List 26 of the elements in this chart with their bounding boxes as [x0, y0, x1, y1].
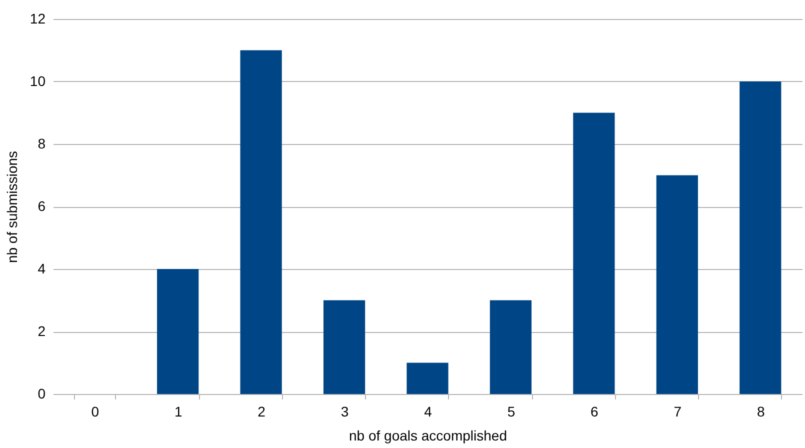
y-tick-label: 4: [38, 260, 46, 276]
x-tick-label: 4: [424, 404, 432, 420]
bar: [406, 362, 448, 394]
x-tick-label: 3: [340, 404, 349, 420]
y-tick-label: 12: [30, 10, 46, 26]
x-tick-label: 1: [174, 404, 182, 420]
y-tick-label: 6: [38, 198, 46, 214]
y-tick-label: 8: [38, 136, 46, 152]
x-axis-title: nb of goals accomplished: [349, 428, 507, 444]
bar: [240, 50, 282, 394]
bar: [490, 300, 532, 394]
bar: [740, 82, 782, 394]
bar: [157, 269, 199, 394]
x-tick-label: 5: [507, 404, 516, 420]
x-tick-label: 7: [674, 404, 682, 420]
x-tick-label: 6: [590, 404, 599, 420]
bar: [573, 112, 615, 394]
x-tick-label: 2: [258, 404, 266, 420]
bar: [323, 300, 366, 394]
x-tick-label: 8: [756, 404, 765, 420]
y-tick-label: 10: [30, 73, 46, 89]
bar: [656, 175, 698, 394]
y-tick-label: 2: [38, 323, 46, 339]
y-tick-label: 0: [38, 386, 46, 402]
y-axis-title: nb of submissions: [4, 150, 20, 264]
x-tick-label: 0: [91, 404, 100, 420]
